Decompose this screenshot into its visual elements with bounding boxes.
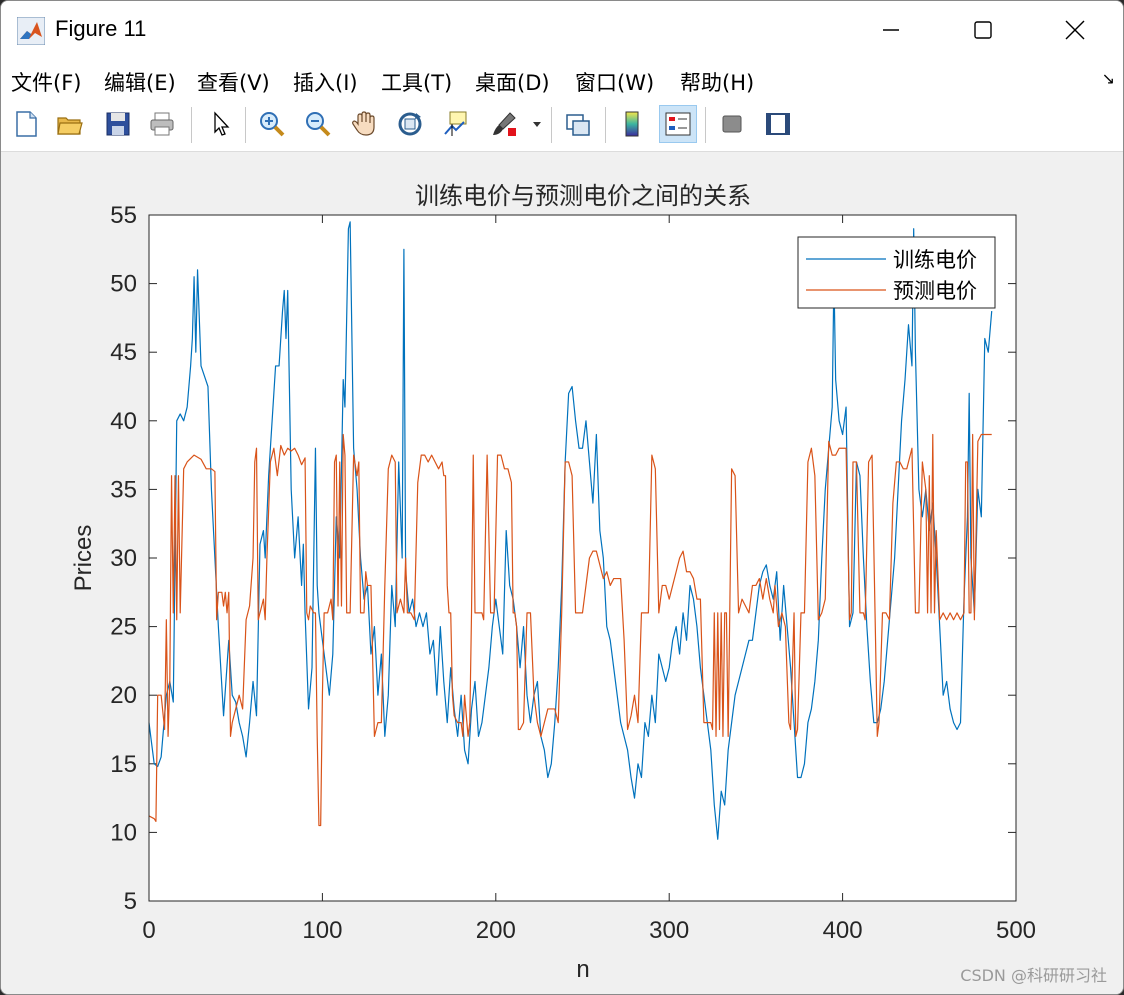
hide-plot-tools-icon [722, 115, 742, 133]
brush-dropdown[interactable] [527, 105, 547, 143]
legend-icon [665, 112, 691, 136]
menu-view[interactable]: 查看(V) [197, 71, 270, 95]
price-chart: 0 100 200 300 400 500 5 10 15 20 25 30 35 40 45 50 55 训练… [70, 182, 1036, 983]
menu-file[interactable]: 文件(F) [11, 71, 82, 95]
zoom-in-icon [260, 112, 285, 137]
x-tick-label: 300 [649, 917, 689, 944]
zoom-out-icon [306, 112, 331, 137]
legend: 训练电价 预测电价 [797, 236, 996, 309]
open-file-icon [57, 117, 83, 135]
save-icon [106, 112, 130, 136]
colorbar-button[interactable] [613, 105, 651, 143]
y-axis-label: Prices [70, 525, 97, 592]
zoom-out-button[interactable] [299, 105, 337, 143]
brush-icon [493, 112, 516, 136]
legend-label-pred: 预测电价 [893, 279, 977, 303]
axes-background [149, 215, 1016, 901]
close-icon [1065, 20, 1085, 40]
brush-button[interactable] [485, 105, 523, 143]
y-tick-label: 10 [110, 819, 137, 846]
menu-insert[interactable]: 插入(I) [293, 71, 358, 95]
link-plot-icon [566, 114, 590, 136]
x-axis-label: n [576, 956, 589, 983]
y-tick-label: 45 [110, 339, 137, 366]
rotate-3d-button[interactable] [391, 105, 429, 143]
menu-tools[interactable]: 工具(T) [381, 71, 453, 95]
y-tick-label: 30 [110, 545, 137, 572]
y-tick-label: 50 [110, 271, 137, 298]
new-figure-icon [16, 111, 37, 137]
legend-label-train: 训练电价 [893, 248, 977, 272]
menu-bar: 文件(F) 编辑(E) 查看(V) 插入(I) 工具(T) 桌面(D) 窗口(W… [1, 59, 1123, 99]
toolbar-separator [705, 107, 706, 143]
menu-help[interactable]: 帮助(H) [680, 71, 755, 95]
toolbar-separator [191, 107, 192, 143]
zoom-in-button[interactable] [253, 105, 291, 143]
toolbar-separator [551, 107, 552, 143]
x-tick-label: 0 [142, 917, 155, 944]
toolbar-separator [605, 107, 606, 143]
maximize-icon [974, 21, 992, 39]
watermark: CSDN @科研研习社 [960, 966, 1107, 985]
x-tick-label: 200 [476, 917, 516, 944]
minimize-icon [883, 29, 899, 31]
data-cursor-icon [444, 111, 467, 136]
menu-window[interactable]: 窗口(W) [575, 71, 655, 95]
link-plot-button[interactable] [559, 105, 597, 143]
x-tick-label: 500 [996, 917, 1036, 944]
y-tick-label: 35 [110, 476, 137, 503]
new-figure-button[interactable] [7, 105, 45, 143]
rotate-3d-icon [398, 112, 422, 136]
axes-box [148, 214, 1017, 902]
open-file-button[interactable] [51, 105, 89, 143]
y-tick-label: 15 [110, 751, 137, 778]
pointer-button[interactable] [201, 105, 239, 143]
chevron-down-icon [533, 122, 541, 127]
window-title: Figure 11 [55, 16, 147, 41]
pan-button[interactable] [345, 105, 383, 143]
x-tick-label: 400 [823, 917, 863, 944]
dock-arrow-icon[interactable]: ↘ [1101, 69, 1115, 88]
maximize-button[interactable] [937, 1, 1029, 59]
pointer-icon [214, 111, 230, 136]
x-tick-label: 100 [302, 917, 342, 944]
toolbar [1, 99, 1123, 152]
y-tick-label: 20 [110, 682, 137, 709]
close-button[interactable] [1029, 1, 1121, 59]
legend-button[interactable] [659, 105, 697, 143]
save-button[interactable] [99, 105, 137, 143]
minimize-button[interactable] [845, 1, 937, 59]
show-plot-tools-button[interactable] [759, 105, 797, 143]
print-button[interactable] [143, 105, 181, 143]
title-bar: Figure 11 [1, 1, 1123, 59]
y-tick-label: 25 [110, 614, 137, 641]
y-tick-label: 5 [124, 888, 137, 915]
y-tick-label: 40 [110, 408, 137, 435]
colorbar-icon [625, 111, 639, 137]
pan-hand-icon [352, 111, 375, 136]
axis-ticks: 0 100 200 300 400 500 5 10 15 20 25 30 35 40 45 50 55 [110, 202, 1036, 944]
legend-box [797, 236, 996, 309]
print-icon [150, 112, 174, 136]
plot-lines [148, 221, 993, 840]
menu-edit[interactable]: 编辑(E) [104, 71, 176, 95]
toolbar-separator [245, 107, 246, 143]
show-plot-tools-icon [766, 113, 790, 135]
data-cursor-button[interactable] [437, 105, 475, 143]
y-tick-label: 55 [110, 202, 137, 229]
figure-canvas: 0 100 200 300 400 500 5 10 15 20 25 30 35 40 45 50 55 训练… [1, 152, 1123, 994]
chart-title: 训练电价与预测电价之间的关系 [415, 182, 751, 210]
menu-desktop[interactable]: 桌面(D) [475, 71, 550, 95]
matlab-app-icon [17, 17, 45, 45]
hide-plot-tools-button[interactable] [713, 105, 751, 143]
series-line-pred [148, 433, 992, 827]
